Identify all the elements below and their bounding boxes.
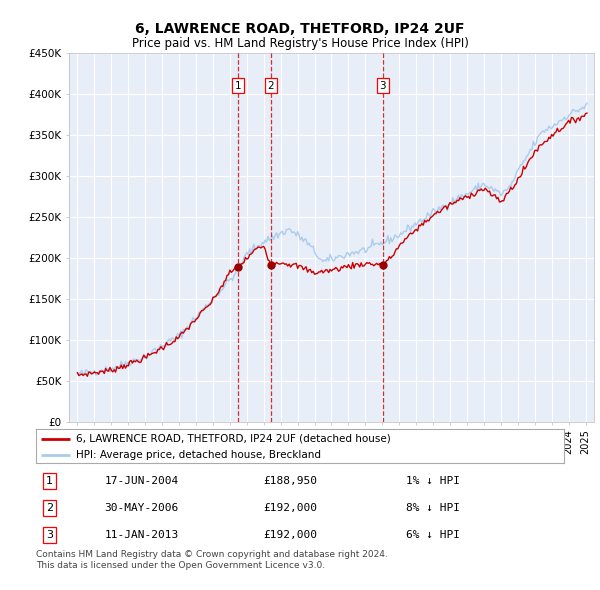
Text: 8% ↓ HPI: 8% ↓ HPI xyxy=(406,503,460,513)
Text: Contains HM Land Registry data © Crown copyright and database right 2024.
This d: Contains HM Land Registry data © Crown c… xyxy=(36,550,388,570)
Text: Price paid vs. HM Land Registry's House Price Index (HPI): Price paid vs. HM Land Registry's House … xyxy=(131,37,469,50)
Text: £188,950: £188,950 xyxy=(263,476,317,486)
Text: 1: 1 xyxy=(46,476,53,486)
Text: 3: 3 xyxy=(380,81,386,91)
Text: 3: 3 xyxy=(46,530,53,540)
Text: HPI: Average price, detached house, Breckland: HPI: Average price, detached house, Brec… xyxy=(76,450,320,460)
Text: £192,000: £192,000 xyxy=(263,530,317,540)
Text: 6, LAWRENCE ROAD, THETFORD, IP24 2UF: 6, LAWRENCE ROAD, THETFORD, IP24 2UF xyxy=(135,22,465,37)
Text: 30-MAY-2006: 30-MAY-2006 xyxy=(104,503,179,513)
Text: 2: 2 xyxy=(268,81,274,91)
Text: £192,000: £192,000 xyxy=(263,503,317,513)
Text: 11-JAN-2013: 11-JAN-2013 xyxy=(104,530,179,540)
Text: 6% ↓ HPI: 6% ↓ HPI xyxy=(406,530,460,540)
Text: 1% ↓ HPI: 1% ↓ HPI xyxy=(406,476,460,486)
Text: 6, LAWRENCE ROAD, THETFORD, IP24 2UF (detached house): 6, LAWRENCE ROAD, THETFORD, IP24 2UF (de… xyxy=(76,434,391,444)
Text: 1: 1 xyxy=(235,81,241,91)
Text: 17-JUN-2004: 17-JUN-2004 xyxy=(104,476,179,486)
Text: 2: 2 xyxy=(46,503,53,513)
